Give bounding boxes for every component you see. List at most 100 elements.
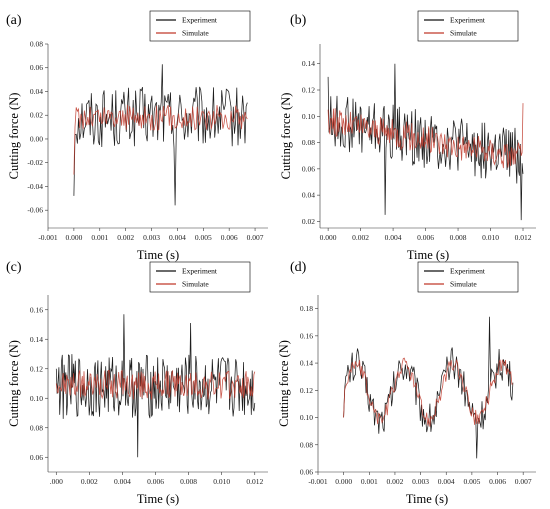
legend: Experiment Simulate bbox=[149, 10, 251, 42]
panel-label: (d) bbox=[290, 260, 307, 275]
x-tick-label: -0.001 bbox=[308, 477, 328, 486]
x-axis-label: Time (s) bbox=[137, 492, 179, 506]
x-tick-label: 0.003 bbox=[143, 233, 160, 242]
y-tick-label: -0.04 bbox=[27, 182, 43, 191]
x-tick-label: -0.001 bbox=[38, 233, 58, 242]
legend-label-experiment: Experiment bbox=[182, 16, 218, 25]
panel-2: 0.02 0.04 0.06 0.08 0.10 0.12 0.14 0.000 0.002 0.… bbox=[279, 10, 536, 262]
legend-label-simulate: Simulate bbox=[182, 29, 209, 38]
y-tick-label: 0.10 bbox=[30, 394, 43, 403]
y-tick-label: -0.02 bbox=[27, 158, 43, 167]
x-tick-label: 0.007 bbox=[247, 233, 264, 242]
x-tick-label: 0.005 bbox=[195, 233, 212, 242]
x-tick-label: 0.004 bbox=[169, 233, 186, 242]
x-tick-label: 0.008 bbox=[450, 233, 467, 242]
panel-1: -0.06 -0.04 -0.02 0.00 0.02 0.04 0.06 0.08 -0.00… bbox=[6, 10, 268, 262]
x-tick-label: 0.004 bbox=[438, 477, 455, 486]
legend-label-simulate: Simulate bbox=[182, 280, 209, 289]
panel-label: (a) bbox=[6, 13, 22, 28]
x-tick-label: .000 bbox=[50, 477, 63, 486]
x-tick-label: 0.003 bbox=[412, 477, 429, 486]
x-tick-label: 0.006 bbox=[221, 233, 238, 242]
y-tick-label: 0.10 bbox=[302, 112, 315, 121]
y-tick-label: 0.04 bbox=[30, 87, 43, 96]
y-tick-label: 0.06 bbox=[30, 453, 43, 462]
y-tick-label: 0.08 bbox=[30, 423, 43, 432]
y-axis-label: Cutting force (N) bbox=[277, 340, 291, 427]
y-tick-label: -0.06 bbox=[27, 206, 43, 215]
x-tick-label: 0.002 bbox=[387, 477, 404, 486]
y-tick-label: 0.10 bbox=[300, 413, 313, 422]
y-tick-label: 0.12 bbox=[300, 386, 313, 395]
legend: Experiment Simulate bbox=[149, 261, 251, 293]
x-axis-label: Time (s) bbox=[137, 248, 179, 262]
y-tick-label: 0.16 bbox=[30, 305, 43, 314]
legend: Experiment Simulate bbox=[417, 261, 519, 293]
legend-label-experiment: Experiment bbox=[182, 267, 218, 276]
y-tick-label: 0.12 bbox=[302, 86, 315, 95]
legend-box bbox=[149, 261, 251, 293]
series-simulate-line bbox=[55, 369, 256, 400]
series-simulate-line bbox=[327, 103, 524, 169]
legend-label-experiment: Experiment bbox=[450, 267, 486, 276]
y-axis-label: Cutting force (N) bbox=[7, 93, 21, 180]
legend-box bbox=[417, 10, 519, 42]
x-tick-label: 0.012 bbox=[246, 477, 263, 486]
x-tick-label: 0.002 bbox=[117, 233, 134, 242]
y-tick-label: 0.16 bbox=[300, 331, 313, 340]
x-tick-label: 0.006 bbox=[417, 233, 434, 242]
x-tick-label: 0.005 bbox=[463, 477, 480, 486]
y-tick-label: 0.08 bbox=[300, 440, 313, 449]
x-tick-label: 0.002 bbox=[352, 233, 369, 242]
series-experiment-line bbox=[73, 64, 248, 206]
y-tick-label: 0.02 bbox=[30, 111, 43, 120]
y-tick-label: 0.06 bbox=[30, 63, 43, 72]
y-tick-label: 0.04 bbox=[302, 191, 315, 200]
x-axis-label: Time (s) bbox=[406, 492, 448, 506]
y-tick-label: 0.06 bbox=[302, 164, 315, 173]
y-tick-label: 0.18 bbox=[300, 304, 313, 313]
series-experiment-line bbox=[343, 316, 514, 459]
legend-box bbox=[149, 10, 251, 42]
x-tick-label: 0.000 bbox=[320, 233, 337, 242]
series-simulate-line bbox=[73, 104, 248, 175]
x-tick-label: 0.001 bbox=[361, 477, 378, 486]
y-tick-label: 0.08 bbox=[30, 40, 43, 49]
y-tick-label: 0.14 bbox=[302, 59, 315, 68]
x-tick-label: 0.004 bbox=[114, 477, 131, 486]
panel-4: 0.06 0.08 0.10 0.12 0.14 0.16 0.18 -0.001 0.000 0… bbox=[277, 260, 536, 506]
y-tick-label: 0.06 bbox=[300, 468, 313, 477]
legend-box bbox=[417, 261, 519, 293]
x-tick-label: 0.004 bbox=[385, 233, 402, 242]
x-tick-label: 0.000 bbox=[335, 477, 352, 486]
y-axis-label: Cutting force (N) bbox=[7, 340, 21, 427]
x-tick-label: 0.010 bbox=[482, 233, 499, 242]
y-tick-label: 0.14 bbox=[300, 359, 313, 368]
panel-label: (c) bbox=[6, 260, 22, 275]
y-axis-label: Cutting force (N) bbox=[279, 93, 293, 180]
panel-3: 0.06 0.08 0.10 0.12 0.14 0.16 .000 0.002 0.004 0.… bbox=[6, 260, 268, 506]
y-tick-label: 0.08 bbox=[302, 138, 315, 147]
series-experiment-line bbox=[327, 63, 524, 221]
x-tick-label: 0.012 bbox=[515, 233, 532, 242]
series-simulate-line bbox=[343, 357, 514, 427]
x-tick-label: 0.001 bbox=[91, 233, 108, 242]
y-tick-label: 0.14 bbox=[30, 335, 43, 344]
legend-label-simulate: Simulate bbox=[450, 280, 477, 289]
y-tick-label: 0.02 bbox=[302, 217, 315, 226]
legend-label-experiment: Experiment bbox=[450, 16, 486, 25]
legend: Experiment Simulate bbox=[417, 10, 519, 42]
x-axis-label: Time (s) bbox=[407, 248, 449, 262]
series-experiment-line bbox=[55, 314, 256, 458]
y-tick-label: 0.12 bbox=[30, 364, 43, 373]
x-tick-label: 0.008 bbox=[180, 477, 197, 486]
y-tick-label: 0.00 bbox=[30, 134, 43, 143]
panel-label: (b) bbox=[290, 13, 307, 28]
x-tick-label: 0.007 bbox=[515, 477, 532, 486]
x-tick-label: 0.002 bbox=[81, 477, 98, 486]
x-tick-label: 0.000 bbox=[65, 233, 82, 242]
x-tick-label: 0.006 bbox=[489, 477, 506, 486]
x-tick-label: 0.010 bbox=[213, 477, 230, 486]
